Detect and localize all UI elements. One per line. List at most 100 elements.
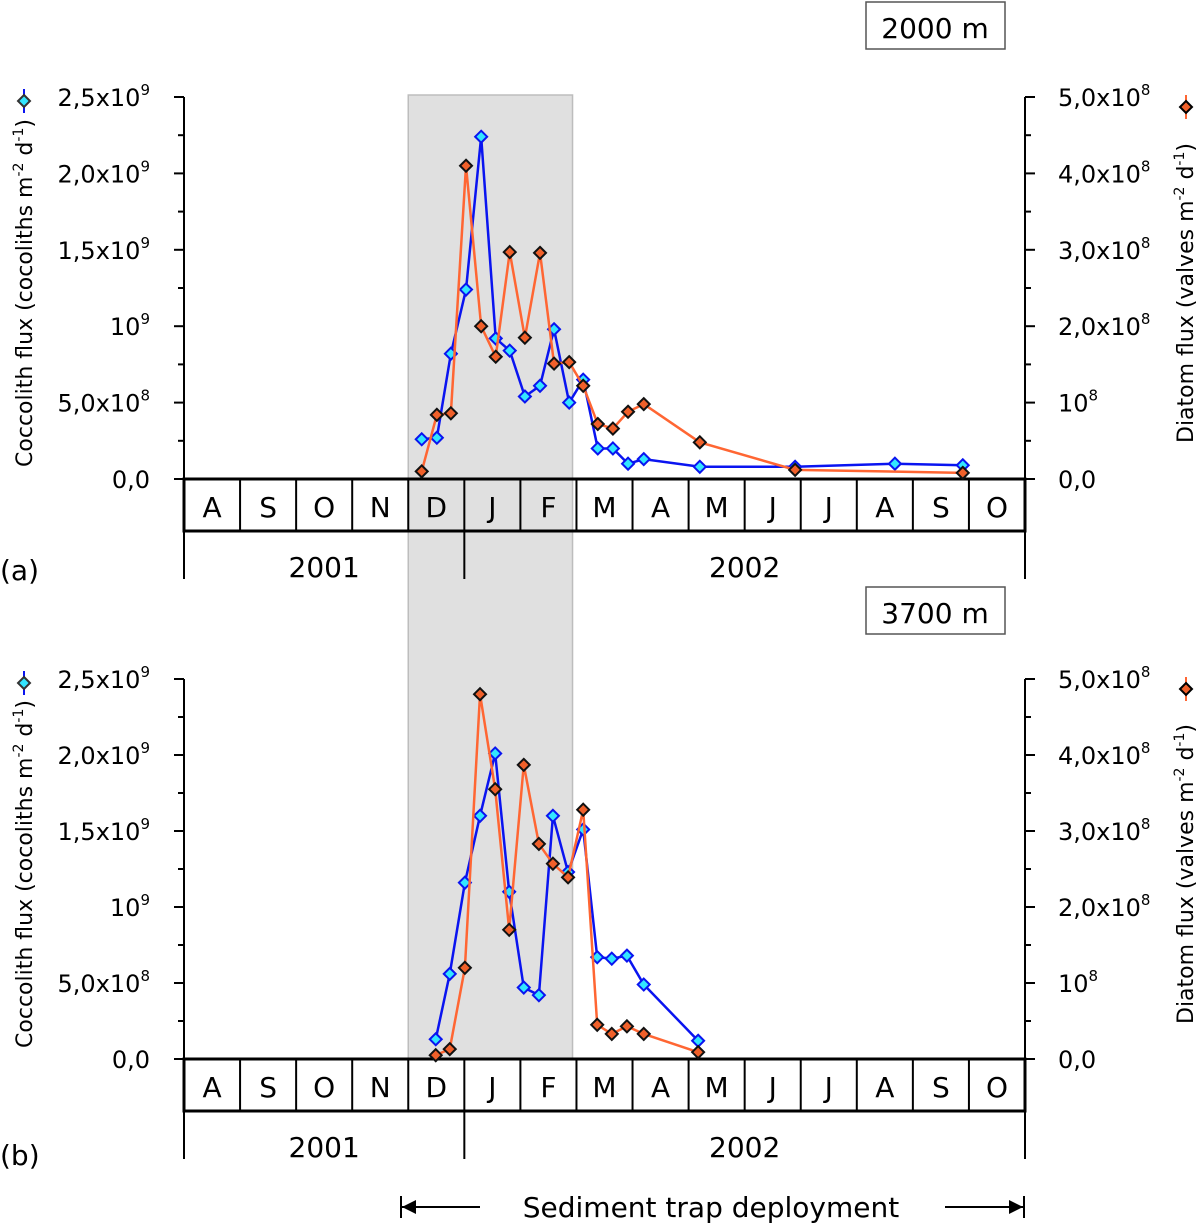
diatom-point: [501, 922, 517, 938]
month-label: O: [313, 1071, 335, 1104]
coccolith-point: [604, 951, 620, 967]
right-tick-label: 0,0: [1058, 466, 1096, 494]
deployment-label: Sediment trap deployment: [523, 1191, 900, 1224]
diatom-line: [435, 694, 699, 1057]
coccolith-point: [636, 451, 652, 467]
arrow-right-head: [1009, 1200, 1023, 1214]
diatom-point: [532, 245, 548, 261]
diatom-point: [516, 757, 532, 773]
left-tick-label: 2,0x109: [58, 739, 150, 770]
diatom-series: [414, 158, 971, 481]
diatom-point: [472, 686, 488, 702]
diatom-point: [502, 244, 518, 260]
diatom-series: [428, 686, 706, 1063]
month-label: M: [705, 491, 729, 524]
left-tick-label: 2,5x109: [58, 663, 150, 694]
diatom-point: [561, 354, 577, 370]
diatom-point: [692, 434, 708, 450]
coccolith-point: [429, 430, 445, 446]
left-axis-title: Coccolith flux (cocoliths m-2 d-1): [11, 700, 38, 1048]
legend-diatom-icon: [1178, 677, 1194, 701]
diatom-point: [473, 318, 489, 334]
left-tick-label: 0,0: [112, 1046, 150, 1074]
diatom-point: [443, 405, 459, 421]
right-axis-title: Diatom flux (valves m-2 d-1): [1172, 724, 1199, 1024]
diatom-point: [589, 1017, 605, 1033]
right-axis-title: Diatom flux (valves m-2 d-1): [1172, 143, 1199, 443]
month-label: S: [259, 1071, 277, 1104]
coccolith-point: [517, 389, 533, 404]
coccolith-point: [590, 441, 606, 456]
year-label: 2002: [709, 1131, 780, 1164]
coccolith-point: [605, 441, 621, 456]
right-tick-label: 5,0x108: [1058, 663, 1150, 694]
diatom-point: [619, 1018, 635, 1034]
diatom-point: [955, 465, 971, 481]
month-label: J: [486, 1071, 496, 1104]
right-tick-label: 5,0x108: [1058, 81, 1150, 112]
month-label: J: [767, 491, 777, 524]
panel-b: 0,0 5,0x108 109 1,5x109 2,0x109 2,5x109 0,0 108…: [0, 586, 1199, 1172]
legend-coccolith-marker: [16, 675, 32, 691]
month-label: F: [540, 1071, 556, 1104]
diatom-point: [428, 1047, 444, 1063]
right-tick-label: 2,0x108: [1058, 891, 1150, 922]
depth-label: 2000 m: [881, 12, 988, 45]
diatom-point: [531, 836, 547, 852]
depth-box: [865, 586, 1006, 635]
diatom-point: [488, 349, 504, 365]
diatom-point: [575, 802, 591, 818]
month-label: A: [651, 491, 670, 524]
diatom-point: [457, 960, 473, 976]
diatom-point: [575, 378, 591, 394]
month-label: O: [986, 1071, 1008, 1104]
diatom-point: [620, 404, 636, 420]
diatom-point: [429, 407, 445, 423]
left-axis-title: Coccolith flux (cocoliths m-2 d-1): [11, 119, 38, 467]
coccolith-point: [620, 456, 636, 472]
left-tick-label: 109: [110, 310, 150, 341]
month-label: S: [932, 491, 950, 524]
coccolith-point: [636, 977, 652, 992]
panel-label: (a): [0, 554, 39, 587]
left-tick-label: 109: [110, 891, 150, 922]
coccolith-point: [414, 431, 430, 447]
coccolith-point: [428, 1031, 444, 1047]
right-tick-label: 108: [1058, 967, 1098, 998]
diatom-point: [546, 356, 562, 372]
deployment-annotation: Sediment trap deployment: [400, 1191, 1025, 1224]
coccolith-point: [472, 808, 488, 824]
diatom-point: [787, 462, 803, 478]
month-label: O: [313, 491, 335, 524]
coccolith-point: [532, 378, 548, 394]
month-label: M: [592, 1071, 616, 1104]
diatom-point: [605, 421, 621, 436]
right-tick-label: 0,0: [1058, 1046, 1096, 1074]
coccolith-point: [458, 282, 474, 297]
month-label: D: [426, 1071, 448, 1104]
month-label: N: [370, 1071, 391, 1104]
legend-coccolith-marker: [16, 93, 32, 109]
coccolith-point: [545, 808, 561, 824]
coccolith-point: [561, 395, 577, 411]
month-label: M: [592, 491, 616, 524]
month-label: A: [202, 491, 221, 524]
panel-label: (b): [0, 1139, 40, 1172]
month-label: S: [932, 1071, 950, 1104]
coccolith-point: [692, 459, 708, 475]
month-label: J: [486, 491, 496, 524]
legend-diatom-icon: [1178, 95, 1194, 119]
coccolith-point: [487, 746, 503, 761]
depth-label: 3700 m: [881, 597, 988, 630]
depth-box: [865, 1, 1006, 50]
diatom-point: [636, 1026, 652, 1042]
diatom-point: [487, 781, 503, 797]
panel-a: 0,0 5,0x108 109 1,5x109 2,0x109 2,5x109 0,0 108…: [0, 1, 1199, 587]
coccolith-point: [887, 456, 903, 472]
year-label: 2002: [709, 551, 780, 584]
coccolith-point: [473, 129, 489, 145]
month-label: A: [875, 491, 894, 524]
month-label: O: [986, 491, 1008, 524]
legend-coccolith-icon: [16, 89, 32, 113]
diatom-point: [442, 1041, 458, 1057]
